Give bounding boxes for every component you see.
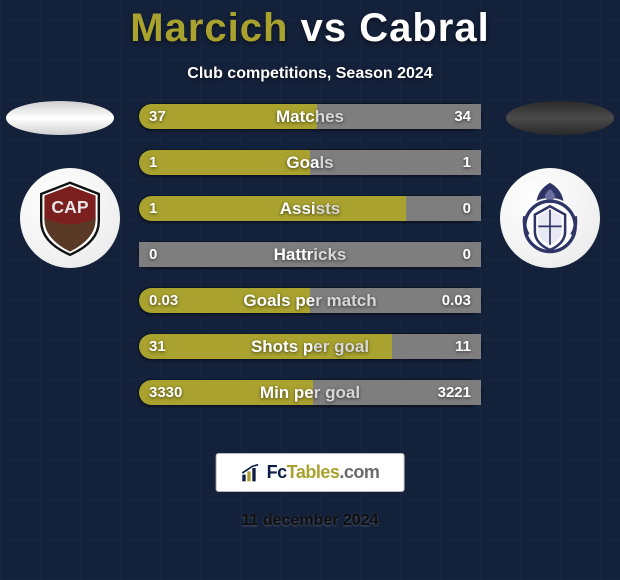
crest-icon (508, 176, 592, 260)
svg-text:CAP: CAP (51, 197, 88, 217)
subtitle: Club competitions, Season 2024 (187, 65, 432, 83)
stat-bars: Matches3734Goals11Assists10Hattricks00Go… (138, 103, 482, 425)
brand-domain: .com (339, 462, 379, 483)
bar-left-segment (139, 196, 406, 221)
brand-fc: Fc (267, 462, 287, 483)
team-right-logo (500, 168, 600, 268)
comparison-stage: CAP Matches3734Goals11Assists10Hattricks… (0, 113, 620, 580)
brand-tables: Tables (287, 462, 340, 483)
stat-value-left: 0 (149, 246, 157, 263)
stat-value-right: 3221 (438, 384, 471, 401)
stat-value-right: 0.03 (442, 292, 471, 309)
player2-name: Cabral (359, 6, 490, 50)
bars-icon (241, 463, 261, 483)
bar-left-segment (139, 150, 310, 175)
page-title: Marcich vs Cabral (130, 6, 489, 51)
date-text: 11 december 2024 (0, 512, 620, 530)
stat-value-right: 0 (463, 200, 471, 217)
stat-value-left: 1 (149, 154, 157, 171)
stat-bar: Matches3734 (138, 103, 482, 130)
stat-value-right: 1 (463, 154, 471, 171)
left-accent-ellipse (6, 101, 114, 135)
stat-bar: Goals per match0.030.03 (138, 287, 482, 314)
bar-right-segment (310, 150, 481, 175)
stat-bar: Min per goal33303221 (138, 379, 482, 406)
stat-value-left: 3330 (149, 384, 182, 401)
stat-value-left: 1 (149, 200, 157, 217)
right-accent-ellipse (506, 101, 614, 135)
stat-value-right: 11 (455, 338, 471, 355)
brand-text: Fc Tables .com (267, 462, 380, 483)
stat-bar: Hattricks00 (138, 241, 482, 268)
brand-box[interactable]: Fc Tables .com (216, 453, 405, 492)
stat-value-right: 0 (463, 246, 471, 263)
stat-value-left: 37 (149, 108, 166, 125)
stat-value-right: 34 (454, 108, 471, 125)
shield-icon: CAP (30, 178, 110, 258)
stat-bar: Goals11 (138, 149, 482, 176)
bar-right-segment (139, 242, 481, 267)
title-vs: vs (288, 6, 359, 50)
stat-bar: Shots per goal3111 (138, 333, 482, 360)
stat-value-left: 31 (149, 338, 166, 355)
team-left-logo: CAP (20, 168, 120, 268)
stat-value-left: 0.03 (149, 292, 178, 309)
player1-name: Marcich (130, 6, 288, 50)
bar-left-segment (139, 334, 392, 359)
stat-bar: Assists10 (138, 195, 482, 222)
